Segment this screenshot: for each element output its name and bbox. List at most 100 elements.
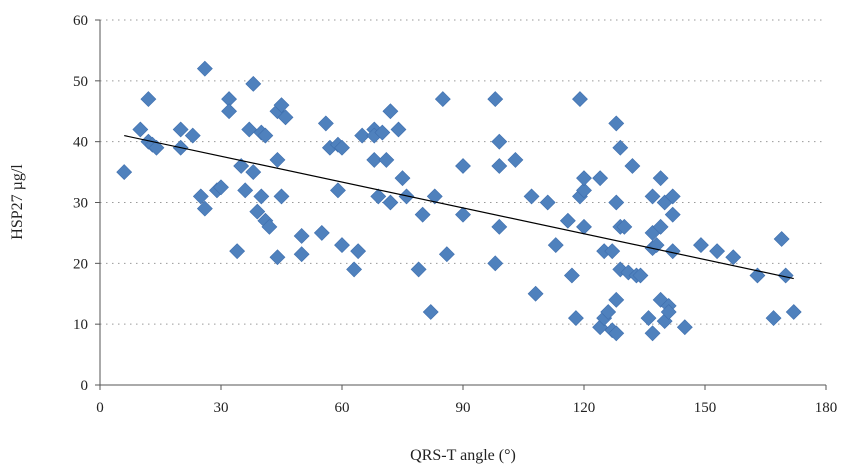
data-point (330, 182, 346, 199)
data-point (664, 243, 681, 260)
trendline-group (124, 134, 794, 280)
data-point (624, 158, 641, 174)
data-point (640, 310, 657, 327)
gridlines (100, 19, 826, 325)
data-point (576, 182, 592, 199)
data-point (370, 188, 387, 205)
data-point (354, 127, 371, 144)
data-point (140, 91, 157, 108)
data-point (245, 164, 262, 181)
x-tick-label: 180 (815, 400, 838, 416)
x-axis-title: QRS-T angle (°) (410, 447, 516, 464)
data-point (608, 291, 625, 308)
data-point (604, 243, 621, 260)
data-point (608, 194, 625, 211)
data-point (249, 203, 266, 220)
data-point (382, 103, 399, 120)
data-point (253, 188, 270, 205)
data-point (241, 121, 258, 138)
data-point (434, 91, 451, 108)
data-point (334, 139, 350, 156)
y-axis-title: HSP27 µg/l (9, 164, 26, 240)
data-point (547, 237, 564, 254)
x-tick-label: 120 (573, 400, 596, 416)
data-point (382, 194, 399, 211)
data-point (293, 228, 310, 244)
data-point (148, 139, 165, 156)
y-tick-label: 0 (81, 378, 89, 394)
data-point (676, 319, 693, 336)
data-point (317, 115, 334, 132)
data-point (487, 255, 504, 272)
data-point (693, 237, 709, 254)
data-point (334, 237, 350, 254)
data-point (366, 151, 383, 168)
data-point (374, 124, 391, 141)
data-point (725, 249, 742, 266)
data-point (455, 158, 471, 174)
data-point (233, 158, 250, 174)
data-point (644, 188, 661, 205)
data-point (576, 170, 592, 187)
data-point (765, 310, 782, 327)
data-point (785, 304, 802, 320)
data-point (616, 218, 633, 235)
x-tick-label: 150 (694, 400, 717, 416)
data-point (559, 212, 576, 229)
data-point (438, 246, 455, 263)
data-point (293, 246, 310, 263)
data-point (378, 151, 395, 168)
data-point (414, 206, 431, 223)
x-tick-label: 30 (214, 400, 229, 416)
data-point (773, 231, 790, 247)
data-point (563, 267, 580, 284)
data-point (487, 91, 504, 108)
x-tick-label: 90 (456, 400, 471, 416)
data-point (426, 188, 443, 205)
data-point (491, 218, 508, 235)
axes (95, 19, 827, 390)
data-point (313, 224, 330, 241)
data-point (491, 133, 508, 150)
data-point (612, 139, 629, 156)
data-point (192, 188, 209, 205)
data-point (568, 310, 584, 327)
data-point (273, 188, 290, 205)
data-point (422, 304, 439, 320)
x-tick-label: 0 (96, 400, 104, 416)
y-tick-labels: 0 10 20 30 40 50 60 (73, 13, 88, 394)
data-point (777, 267, 794, 284)
data-point (709, 243, 726, 260)
data-point (523, 188, 540, 205)
data-point (527, 285, 544, 302)
x-tick-labels: 0 30 60 90 120 150 180 (96, 400, 837, 416)
y-tick-label: 50 (73, 74, 88, 90)
data-point (491, 158, 508, 174)
data-point (350, 243, 367, 260)
y-tick-label: 10 (73, 317, 88, 333)
data-point (116, 164, 133, 181)
data-point (261, 218, 278, 235)
data-point (664, 188, 681, 205)
data-point (608, 115, 625, 132)
data-point (644, 325, 661, 342)
data-point (172, 121, 189, 138)
data-point (346, 261, 363, 278)
data-point (664, 206, 681, 223)
data-point (277, 109, 294, 126)
trendline (124, 134, 794, 280)
data-point (572, 91, 588, 108)
x-tick-label: 60 (335, 400, 350, 416)
data-point (269, 249, 286, 266)
data-point (600, 304, 617, 320)
data-point (539, 194, 556, 211)
data-point (455, 206, 471, 223)
y-tick-label: 20 (73, 256, 88, 272)
data-point (237, 182, 254, 199)
data-point (213, 179, 229, 196)
data-point (507, 151, 524, 168)
y-tick-label: 60 (73, 13, 88, 29)
data-point (608, 325, 625, 342)
y-tick-label: 30 (73, 196, 88, 212)
